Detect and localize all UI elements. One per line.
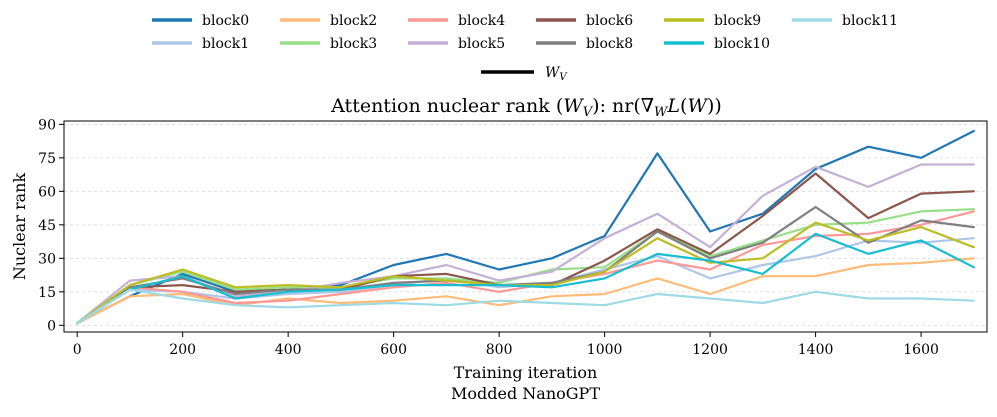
series-line-block10	[76, 232, 975, 325]
series-line-block5	[76, 163, 975, 325]
legend-label: block4	[458, 13, 505, 29]
x-tick-label: 1600	[903, 342, 939, 358]
chart-subtitle: Modded NanoGPT	[451, 384, 600, 403]
x-tick-label: 200	[169, 342, 196, 358]
legend-label: block0	[202, 13, 249, 29]
y-tick-label: 90	[38, 117, 56, 133]
x-tick-label: 1400	[798, 342, 834, 358]
series-line-block9	[76, 221, 975, 325]
x-tick-label: 1200	[692, 342, 728, 358]
x-tick-label: 800	[486, 342, 513, 358]
legend-item-block0: block0	[152, 13, 249, 29]
x-tick-label: 1000	[587, 342, 623, 358]
axes-frame	[63, 120, 988, 333]
legend-item-block2: block2	[280, 13, 377, 29]
series-line-block2	[76, 257, 975, 325]
legend-item-block4: block4	[408, 13, 505, 29]
y-tick-label: 45	[38, 218, 56, 234]
y-tick-label: 0	[47, 318, 56, 334]
x-tick-label: 600	[380, 342, 407, 358]
series-line-block11	[76, 288, 975, 325]
y-axis-label: Nuclear rank	[10, 173, 29, 281]
y-tick-label: 60	[38, 184, 56, 200]
legend-item-block5: block5	[408, 36, 505, 52]
legend-item-block11: block11	[792, 13, 898, 29]
legend-variable-label: WV	[545, 65, 568, 83]
legend-label: block5	[458, 36, 505, 52]
y-axis-ticks: 0 15 30 45 60 75 90	[38, 117, 64, 334]
x-axis-label: Training iteration	[454, 363, 598, 382]
legend-label: block1	[202, 36, 249, 52]
legend-item-block1: block1	[152, 36, 249, 52]
legend-label: block10	[714, 36, 770, 52]
x-tick-label: 0	[73, 342, 82, 358]
series-line-block3	[76, 208, 975, 325]
legend-item-block8: block8	[536, 36, 633, 52]
y-tick-label: 30	[38, 251, 56, 267]
legend-item-block10: block10	[664, 36, 770, 52]
legend-label: block3	[330, 36, 377, 52]
chart-title: Attention nuclear rank (WV): nr(∇WL(W))	[330, 95, 722, 120]
legend-label: block9	[714, 13, 761, 29]
legend-label: block8	[586, 36, 633, 52]
legend-label: block11	[842, 13, 898, 29]
y-tick-label: 75	[38, 151, 56, 167]
legend-item-block3: block3	[280, 36, 377, 52]
x-tick-label: 400	[275, 342, 302, 358]
legend-item-block6: block6	[536, 13, 633, 29]
series-line-block4	[76, 210, 975, 325]
plot-area	[76, 129, 975, 325]
x-axis-ticks: 0 200 400 600 800 1000 1200 1400 1600	[73, 332, 939, 358]
legend-variable-entry: WV	[481, 65, 568, 83]
legend-label: block6	[586, 13, 633, 29]
series-line-block0	[76, 129, 975, 325]
legend-label: block2	[330, 13, 377, 29]
legend: block0 block1 block2 block3 block4 block5 bloc…	[152, 13, 898, 52]
legend-item-block9: block9	[664, 13, 761, 29]
y-tick-label: 15	[38, 285, 56, 301]
